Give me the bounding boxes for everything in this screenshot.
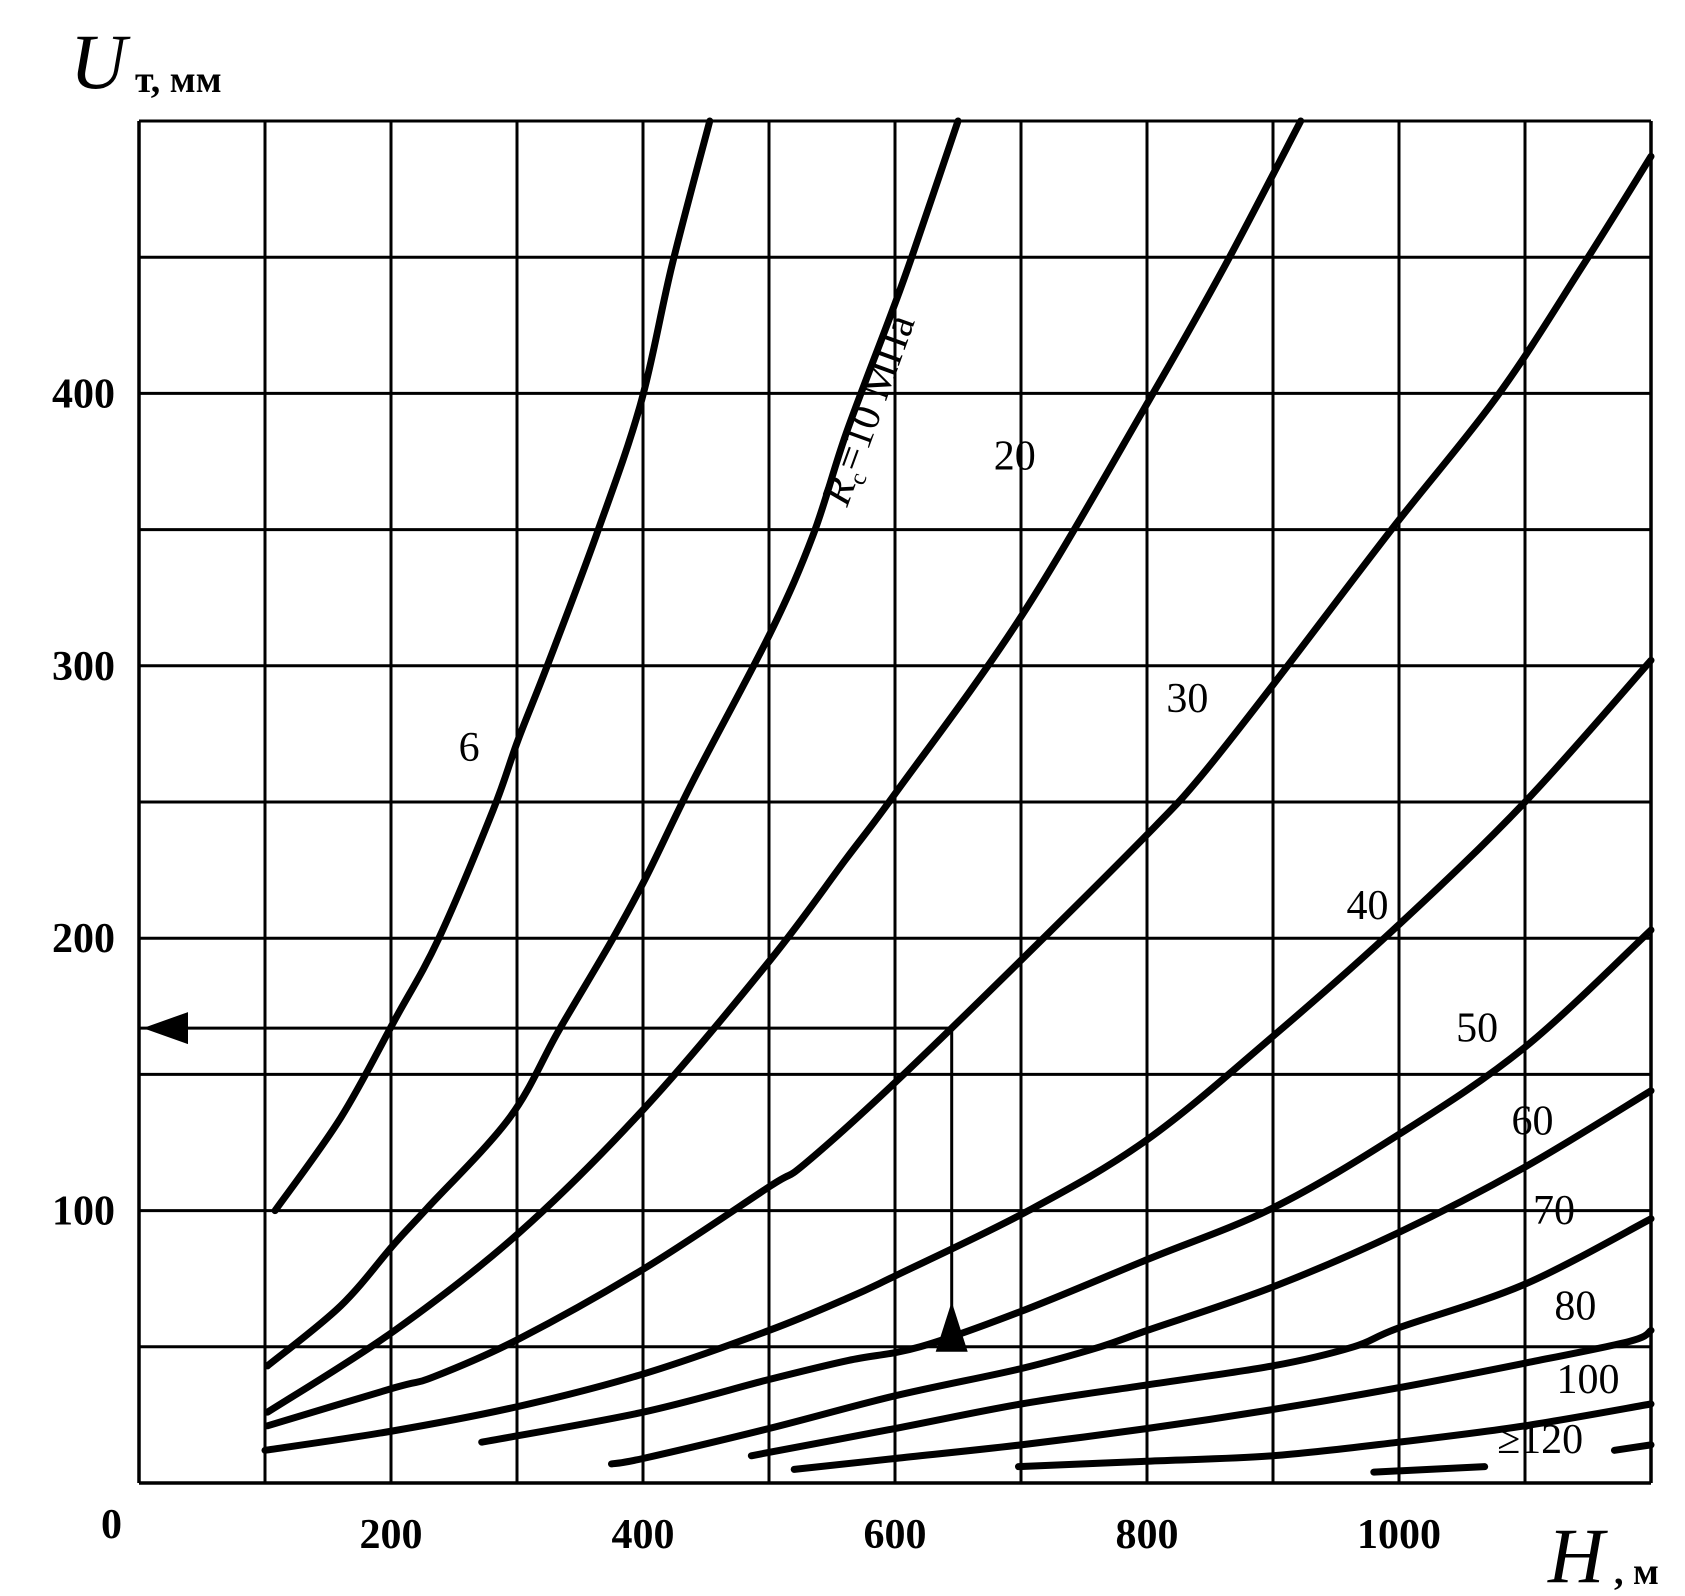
curve-label-rc-120: ≥120 [1497, 1417, 1583, 1463]
curve-label-rc-40: 40 [1347, 883, 1389, 929]
curve-label-rc-6: 6 [459, 725, 480, 771]
x-axis-title: H , м [1547, 1512, 1659, 1596]
curve-rc-10 [264, 117, 962, 1370]
y-tick-label: 200 [52, 916, 115, 962]
curve-label-rc-60: 60 [1512, 1098, 1554, 1144]
x-tick-label: 400 [612, 1512, 675, 1558]
curve-rc-20 [264, 117, 1305, 1416]
curve-rc-80 [790, 1326, 1655, 1473]
y-tick-label: 300 [52, 644, 115, 690]
curve-label-text: Rc=10 МПа [813, 308, 928, 513]
curve-label-rc-70: 70 [1533, 1188, 1575, 1234]
curve-rc-120 [1370, 1463, 1489, 1476]
curve-label-rc-30: 30 [1166, 676, 1208, 722]
curve-label-rc-80: 80 [1554, 1284, 1596, 1330]
curve-rc-30 [264, 152, 1655, 1430]
up-triangle-marker [935, 1301, 968, 1352]
curve-label-rc-20: 20 [994, 434, 1036, 480]
x-tick-label: 600 [864, 1512, 927, 1558]
grid [137, 119, 1653, 1485]
y-axis-unit: т, мм [135, 59, 222, 101]
curve-rc-60 [608, 1087, 1655, 1468]
left-arrow-marker [143, 1012, 188, 1045]
curves [261, 117, 1655, 1476]
x-axis-symbol: H [1547, 1512, 1608, 1596]
x-tick-label: 1000 [1357, 1512, 1441, 1558]
curve-rc-50 [478, 926, 1655, 1446]
x-tick-label: 800 [1116, 1512, 1179, 1558]
x-tick-label: 200 [360, 1512, 423, 1558]
curve-label-rc-100: 100 [1557, 1357, 1620, 1403]
x-axis-unit: , м [1614, 1551, 1659, 1593]
y-axis-title: U т, мм [70, 18, 222, 105]
curve-rc-6 [271, 117, 714, 1215]
y-tick-label: 100 [52, 1189, 115, 1235]
curve-label-rc-10: Rc=10 МПа [813, 308, 928, 513]
curve-rc-40 [261, 656, 1655, 1454]
tick-labels: 200 400 600 800 1000 0 100 200 300 400 [52, 371, 1441, 1558]
curve-rc-100 [1014, 1400, 1655, 1471]
curve-label-rc-50: 50 [1456, 1006, 1498, 1052]
y-tick-label: 400 [52, 371, 115, 417]
curve-rc-120 [1610, 1441, 1655, 1454]
y-axis-symbol: U [70, 18, 131, 105]
curve-rc-70 [747, 1215, 1655, 1460]
y-tick-label: 0 [101, 1502, 122, 1548]
